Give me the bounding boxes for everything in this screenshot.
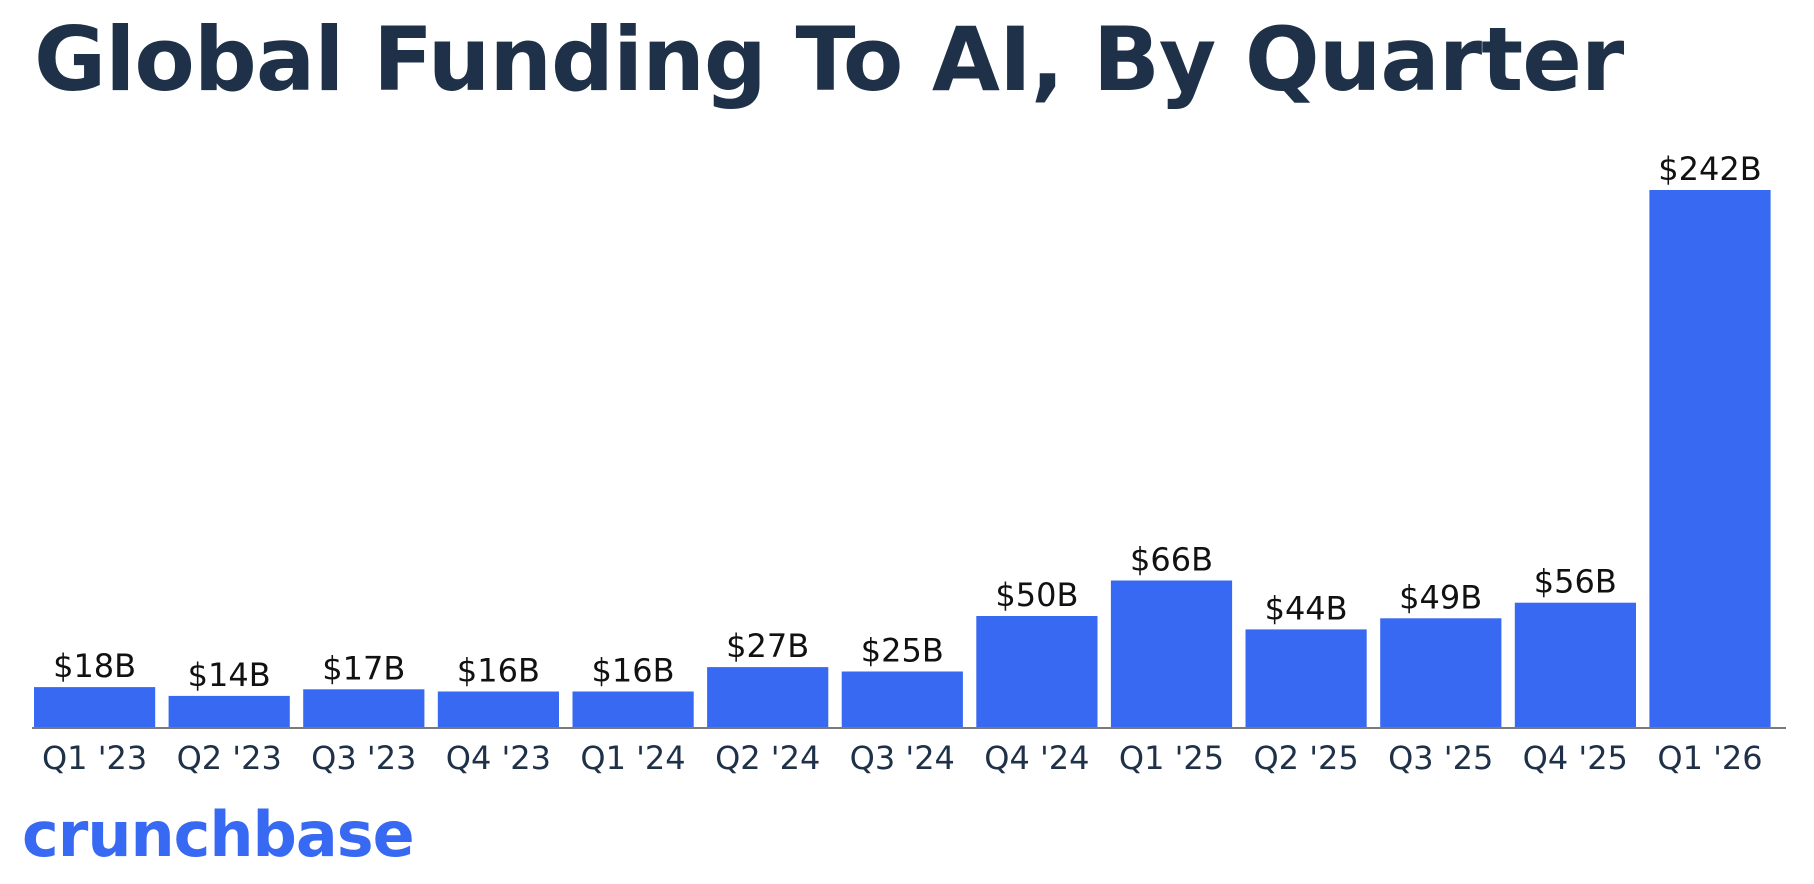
bar-q2-25 <box>1245 629 1367 727</box>
x-tick-label: Q4 '24 <box>984 739 1089 777</box>
x-tick-label: Q1 '23 <box>42 739 147 777</box>
data-label: $17B <box>322 649 405 687</box>
bar-q2-24 <box>707 667 829 727</box>
bar-q4-23 <box>437 691 559 727</box>
data-label: $56B <box>1534 563 1617 601</box>
bar-q4-25 <box>1514 602 1636 727</box>
x-tick-label: Q3 '24 <box>850 739 955 777</box>
bar-q2-23 <box>168 695 290 727</box>
x-tick-label: Q1 '25 <box>1119 739 1224 777</box>
x-tick-label: Q3 '25 <box>1388 739 1493 777</box>
x-tick-label: Q2 '24 <box>715 739 820 777</box>
data-label: $14B <box>188 656 271 694</box>
bar-q4-24 <box>976 616 1098 727</box>
data-label: $16B <box>591 652 674 690</box>
bar-q1-25 <box>1110 580 1233 727</box>
x-tick-label: Q1 '24 <box>580 739 685 777</box>
bar-q1-24 <box>572 691 694 727</box>
data-label: $44B <box>1265 589 1348 627</box>
x-tick-label: Q4 '23 <box>446 739 551 777</box>
data-label: $16B <box>457 652 540 690</box>
page-title: Global Funding To AI, By Quarter <box>34 8 1624 111</box>
x-tick-label: Q2 '25 <box>1253 739 1358 777</box>
bar-group <box>34 190 1771 727</box>
data-label: $25B <box>861 632 944 670</box>
x-tick-label: Q4 '25 <box>1523 739 1628 777</box>
data-label: $66B <box>1130 541 1213 579</box>
x-tick-label: Q2 '23 <box>177 739 282 777</box>
crunchbase-logo: crunchbase <box>22 798 415 871</box>
bar-q1-26 <box>1649 190 1771 727</box>
bar-q1-23 <box>34 687 156 727</box>
x-tick-label: Q1 '26 <box>1657 739 1762 777</box>
x-tick-label-group: Q1 '23 Q2 '23 Q3 '23 Q4 '23 Q1 '24 Q2 '24 Q3 '… <box>42 739 1763 777</box>
bar-q3-24 <box>841 671 963 727</box>
data-label: $50B <box>995 576 1078 614</box>
bar-q3-23 <box>303 689 425 727</box>
data-label: $49B <box>1399 578 1482 616</box>
data-label: $27B <box>726 627 809 665</box>
bar-q3-25 <box>1380 618 1502 727</box>
data-label: $242B <box>1658 150 1761 188</box>
x-tick-label: Q3 '23 <box>311 739 416 777</box>
data-label: $18B <box>53 647 136 685</box>
data-label-group: $18B $14B $17B $16B $16B $27B $25B $50B $66B $44B… <box>53 150 1762 694</box>
